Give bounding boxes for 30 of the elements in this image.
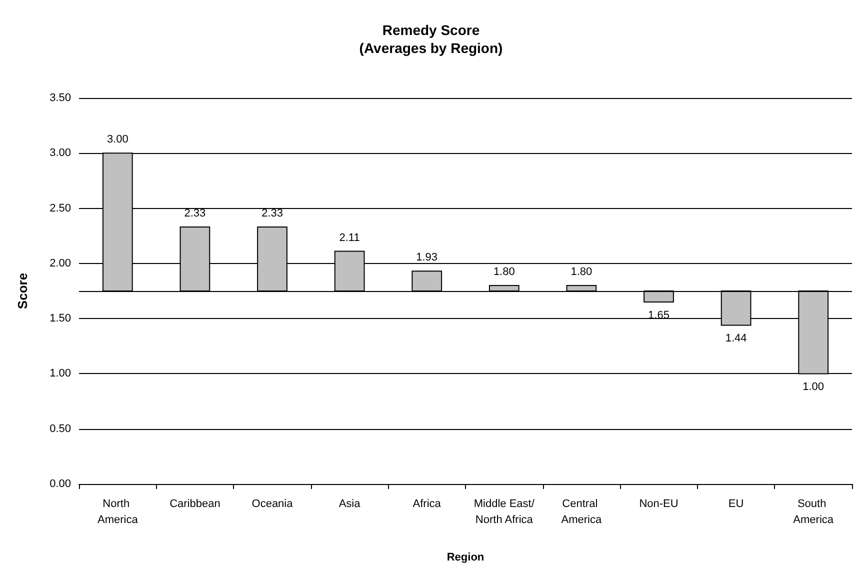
data-label: 1.80 <box>493 266 515 278</box>
x-tick-label: Caribbean <box>170 498 220 510</box>
x-axis-title: Region <box>446 552 484 564</box>
x-tick-label: EU <box>728 498 744 510</box>
y-tick-label: 1.50 <box>50 312 71 325</box>
y-tick-label: 3.00 <box>50 147 71 160</box>
y-tick-label: 3.50 <box>50 92 71 104</box>
y-axis-title: Score <box>15 272 30 310</box>
x-tick-label: Middle East/North Africa <box>474 498 536 526</box>
data-label: 1.44 <box>725 332 747 345</box>
x-tick-label: Africa <box>412 498 442 510</box>
chart-title: Remedy Score (Averages by Region) <box>359 22 503 56</box>
x-tick-label: Non-EU <box>639 498 678 510</box>
y-tick-label: 1.00 <box>50 368 71 380</box>
data-label: 2.11 <box>339 232 360 244</box>
data-label: 3.00 <box>106 134 128 146</box>
x-tick-label: Central America <box>561 498 603 526</box>
data-label: 1.00 <box>802 381 824 394</box>
x-tick-label: Asia <box>338 498 362 510</box>
y-tick-label: 2.50 <box>50 202 71 214</box>
data-label: 2.33 <box>184 208 206 220</box>
x-tick-label: North America <box>97 498 139 526</box>
y-tick-label: 2.00 <box>50 257 71 270</box>
data-label: 1.80 <box>570 266 592 278</box>
y-tick-label: 0.00 <box>50 478 71 490</box>
y-tick-label: 0.50 <box>50 422 71 435</box>
x-tick-label: Oceania <box>252 498 294 510</box>
x-tick-label: South America <box>793 498 834 526</box>
data-label: 1.93 <box>416 252 438 264</box>
data-label: 2.33 <box>262 208 283 220</box>
